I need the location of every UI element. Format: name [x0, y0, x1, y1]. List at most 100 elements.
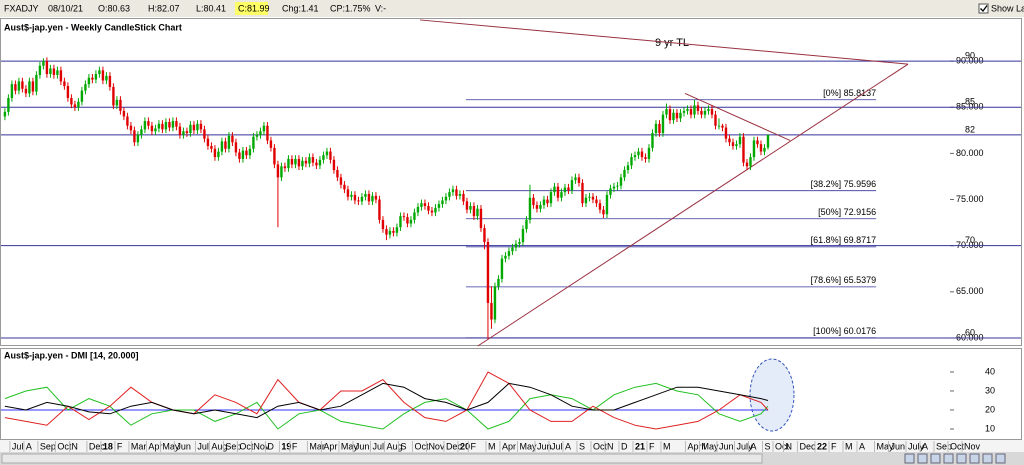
- scroll-button[interactable]: [995, 453, 1006, 464]
- zoom-button[interactable]: [969, 453, 980, 464]
- x-tick-label: Nov: [964, 441, 981, 451]
- candle-body: [38, 65, 42, 75]
- y-tick-label: 60.000: [956, 332, 984, 342]
- show-last-checkbox[interactable]: [978, 3, 989, 14]
- candle-body: [542, 199, 546, 206]
- candle-body: [553, 186, 556, 193]
- fib-label: [0%] 85.8137: [823, 88, 876, 98]
- candle-body: [416, 206, 420, 213]
- candle-body: [381, 219, 385, 230]
- x-tick-label: May: [701, 441, 719, 451]
- x-tick-label: 22: [817, 441, 827, 451]
- candle-body: [672, 112, 675, 121]
- candle-body: [658, 123, 661, 134]
- candle-body: [507, 251, 511, 256]
- candle-body: [157, 123, 161, 129]
- candle-body: [514, 243, 518, 248]
- candle-body: [647, 147, 651, 159]
- candle-body: [633, 155, 637, 158]
- trendline: [684, 92, 791, 141]
- candle-body: [231, 135, 234, 143]
- candle-body: [276, 164, 280, 178]
- candle-body: [500, 258, 504, 279]
- candle-body: [213, 148, 217, 158]
- x-tick-label: Dec: [799, 441, 816, 451]
- level-label: 85: [965, 97, 975, 107]
- candle-body: [619, 177, 623, 186]
- candle-body: [199, 123, 203, 130]
- x-tick-label: Jun: [890, 441, 905, 451]
- candle-body: [448, 192, 451, 197]
- x-tick-label: Oct: [239, 441, 254, 451]
- candle-body: [651, 133, 654, 148]
- candle-body: [742, 136, 745, 163]
- candle-body: [325, 151, 329, 156]
- x-tick-label: May: [341, 441, 359, 451]
- candle-body: [154, 128, 157, 132]
- candle-body: [644, 157, 647, 159]
- zoom-button[interactable]: [917, 453, 928, 464]
- candle-body: [549, 192, 553, 204]
- candle-body: [469, 205, 472, 210]
- x-tick-label: Sep: [936, 441, 952, 451]
- candle-body: [535, 205, 539, 209]
- x-tick-label: May: [162, 441, 180, 451]
- zoom-button[interactable]: [930, 453, 941, 464]
- candle-body: [756, 140, 759, 145]
- candle-body: [364, 193, 367, 197]
- candle-body: [612, 186, 616, 189]
- x-tick-label: D: [621, 441, 628, 451]
- x-tick-label: 18: [103, 441, 113, 451]
- candle-body: [185, 131, 189, 134]
- trendline: [419, 19, 909, 65]
- level-label: 70: [965, 235, 975, 245]
- candle-body: [626, 165, 630, 171]
- y-tick-label: 90.000: [956, 55, 984, 65]
- candle-body: [203, 129, 206, 139]
- x-tick-label: M: [663, 441, 671, 451]
- candle-body: [476, 208, 479, 217]
- change: Chg:1.41: [282, 3, 319, 13]
- x-tick-label: April: [687, 441, 705, 451]
- scroll-thumb[interactable]: [1, 453, 763, 464]
- y-tick-label: 40: [985, 366, 995, 376]
- candle-body: [539, 205, 542, 209]
- candle-body: [66, 86, 70, 99]
- candle-body: [623, 170, 626, 178]
- candle-body: [441, 200, 444, 205]
- candle-body: [84, 84, 87, 91]
- candle-body: [59, 70, 63, 82]
- candle-body: [119, 99, 122, 111]
- candle-body: [164, 122, 168, 130]
- candle-body: [287, 158, 290, 169]
- candle-body: [605, 194, 609, 215]
- zoom-button[interactable]: [982, 453, 993, 464]
- show-last-label[interactable]: Show Last: [991, 3, 1024, 13]
- candle-body: [339, 177, 343, 185]
- fib-label: [61.8%] 69.8717: [811, 235, 877, 245]
- candle-body: [497, 278, 500, 287]
- zoom-button[interactable]: [943, 453, 954, 464]
- candle-body: [98, 70, 101, 75]
- x-tick-label: 19: [281, 441, 291, 451]
- candle-body: [465, 201, 469, 210]
- candle-body: [511, 247, 514, 252]
- close: C:81.99: [238, 3, 270, 13]
- x-tick-label: 20: [460, 441, 470, 451]
- candle-body: [682, 110, 686, 113]
- candle-body: [168, 122, 171, 128]
- candle-body: [395, 227, 399, 233]
- x-tick-label: Oct: [593, 441, 608, 451]
- scroll-button[interactable]: [904, 453, 915, 464]
- candle-body: [434, 207, 437, 213]
- candle-body: [689, 109, 693, 115]
- x-tick-label: N: [607, 441, 614, 451]
- candle-body: [105, 75, 108, 81]
- candle-body: [77, 101, 80, 108]
- zoom-button[interactable]: [956, 453, 967, 464]
- candle-body: [248, 148, 252, 156]
- candle-body: [52, 68, 56, 75]
- x-tick-label: Sep: [225, 441, 241, 451]
- candle-body: [525, 219, 528, 230]
- candle-body: [609, 188, 612, 195]
